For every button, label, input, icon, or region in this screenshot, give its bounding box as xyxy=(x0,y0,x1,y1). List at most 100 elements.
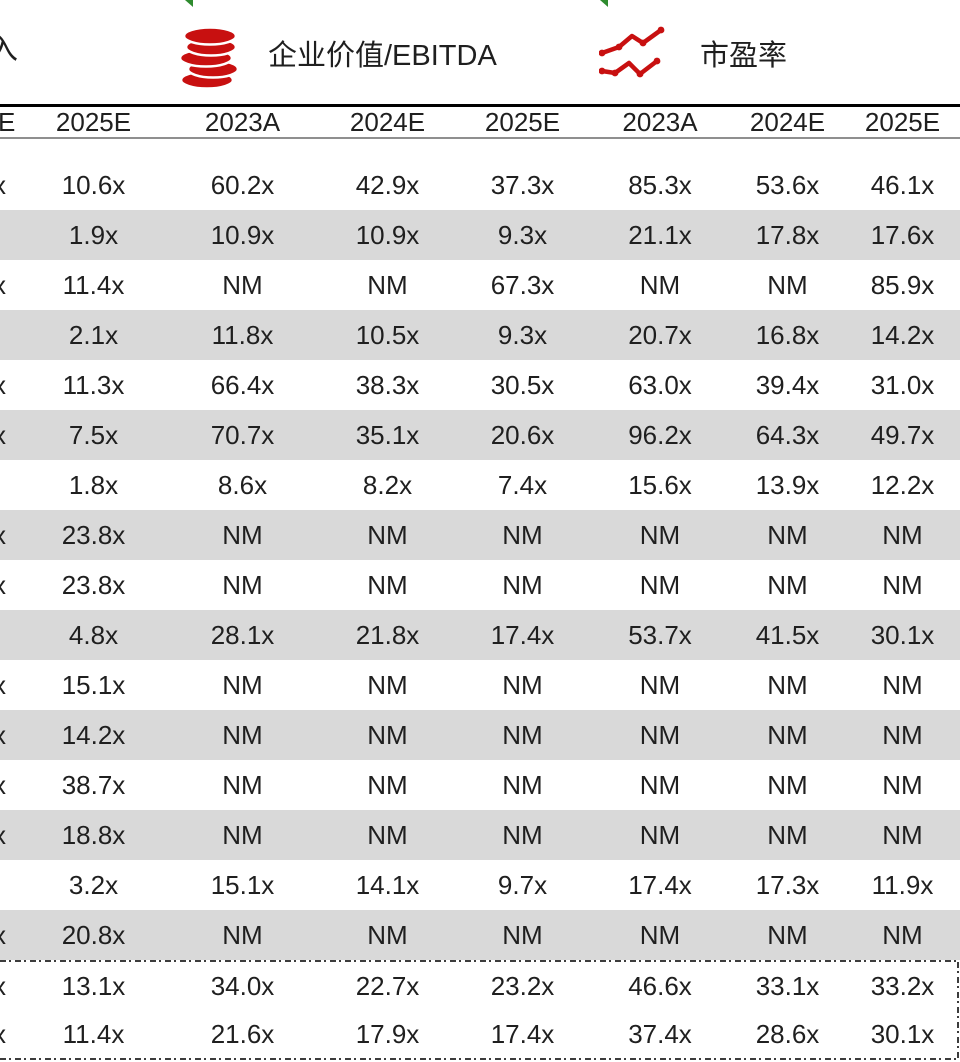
dashed-divider-bottom xyxy=(0,1058,960,1060)
value-cell: 63.0x xyxy=(628,370,692,400)
value-cell: 33.1x xyxy=(755,971,820,1001)
value-cell: NM xyxy=(367,670,408,700)
dashed-right-border xyxy=(957,962,959,1058)
value-cell: 8.2x xyxy=(362,470,413,500)
value-cell: 11.3x xyxy=(62,370,125,400)
pe-section-label: 市盈率 xyxy=(700,40,788,72)
summary-rows: x 13.1x 34.0x 22.7x 23.2x 46.6x 33.1x 33.2x x 11.… xyxy=(0,962,960,1058)
clipped-edge-cell: x xyxy=(0,410,22,460)
value-cell: NM xyxy=(767,270,808,300)
value-cell: 17.4x xyxy=(628,870,692,900)
value-cell: 4.8x xyxy=(68,620,119,650)
value-cell: NM xyxy=(222,520,263,550)
value-cell: NM xyxy=(222,770,263,800)
year-column-header: 2023A xyxy=(204,107,281,137)
year-column-header: 2025E xyxy=(864,107,941,137)
value-cell: 64.3x xyxy=(755,420,820,450)
value-cell: 60.2x xyxy=(210,170,275,200)
value-cell: 17.8x xyxy=(755,220,820,250)
table-row: 1.8x 8.6x 8.2x 7.4x 15.6x 13.9x 12.2x xyxy=(0,460,960,510)
clipped-edge-cell xyxy=(0,310,22,360)
value-cell: NM xyxy=(882,570,923,600)
value-cell: NM xyxy=(639,570,681,600)
table-row: x 18.8x NM NM NM NM NM NM xyxy=(0,810,960,860)
value-cell: 21.8x xyxy=(355,620,420,650)
clipped-edge-cell: x xyxy=(0,810,22,860)
value-cell: 53.7x xyxy=(628,620,692,650)
value-cell: 17.3x xyxy=(755,870,820,900)
value-cell: 33.2x xyxy=(870,971,935,1001)
value-cell: 49.7x xyxy=(870,420,935,450)
value-cell: NM xyxy=(367,820,408,850)
value-cell: NM xyxy=(367,720,408,750)
value-cell: 7.4x xyxy=(497,470,548,500)
value-cell: 85.3x xyxy=(628,170,692,200)
value-cell: 9.3x xyxy=(497,320,548,350)
table-row: x 15.1x NM NM NM NM NM NM xyxy=(0,660,960,710)
clipped-edge-cell: E xyxy=(0,107,16,137)
table-row: x 13.1x 34.0x 22.7x 23.2x 46.6x 33.1x 33.2x xyxy=(0,962,960,1010)
value-cell: 53.6x xyxy=(755,170,820,200)
value-cell: 1.8x xyxy=(68,470,119,500)
ev-ebitda-section-label: 企业价值/EBITDA xyxy=(268,40,497,72)
value-cell: NM xyxy=(222,570,263,600)
clipped-edge-cell xyxy=(0,210,22,260)
year-column-header: 2025E xyxy=(484,107,561,137)
year-column-header: 2024E xyxy=(349,107,426,137)
clipped-edge-cell: x xyxy=(0,260,22,310)
value-cell: NM xyxy=(767,770,808,800)
value-cell: 37.3x xyxy=(490,170,555,200)
value-cell: 34.0x xyxy=(210,971,275,1001)
value-cell: 1.9x xyxy=(68,220,119,250)
value-cell: 9.7x xyxy=(497,870,548,900)
value-cell: 37.4x xyxy=(628,1019,692,1049)
section-header-band: 入 企业价值/EBITDA xyxy=(0,0,960,107)
value-cell: NM xyxy=(639,520,681,550)
value-cell: 21.1x xyxy=(628,220,692,250)
value-cell: NM xyxy=(367,920,408,950)
value-cell: 39.4x xyxy=(755,370,820,400)
value-cell: NM xyxy=(767,820,808,850)
value-cell: NM xyxy=(367,270,408,300)
table-row: x 7.5x 70.7x 35.1x 20.6x 96.2x 64.3x 49.7x xyxy=(0,410,960,460)
clipped-edge-cell: x xyxy=(0,160,22,210)
value-cell: 12.2x xyxy=(870,470,935,500)
year-column-header: 2025E xyxy=(55,107,132,137)
value-cell: 10.6x xyxy=(61,170,126,200)
year-column-header: 2024E xyxy=(749,107,826,137)
value-cell: NM xyxy=(882,670,923,700)
value-cell: 35.1x xyxy=(355,420,420,450)
value-cell: 17.9x xyxy=(355,1019,420,1049)
table-row: x 20.8x NM NM NM NM NM NM xyxy=(0,910,960,960)
value-cell: NM xyxy=(502,570,543,600)
value-cell: 10.9x xyxy=(355,220,420,250)
table-row: 1.9x 10.9x 10.9x 9.3x 21.1x 17.8x 17.6x xyxy=(0,210,960,260)
value-cell: NM xyxy=(767,920,808,950)
clipped-edge-cell: x xyxy=(0,660,22,710)
table-row: x 14.2x NM NM NM NM NM NM xyxy=(0,710,960,760)
value-cell: 11.4x xyxy=(62,270,125,300)
value-cell: NM xyxy=(502,520,543,550)
value-cell: 3.2x xyxy=(68,870,119,900)
clipped-edge-cell xyxy=(0,610,22,660)
green-corner-icon xyxy=(600,0,608,7)
value-cell: NM xyxy=(882,720,923,750)
value-cell: 23.8x xyxy=(61,570,126,600)
year-column-header: 2023A xyxy=(622,107,698,137)
value-cell: 70.7x xyxy=(210,420,275,450)
value-cell: NM xyxy=(502,820,543,850)
table-row: x 38.7x NM NM NM NM NM NM xyxy=(0,760,960,810)
value-cell: 23.8x xyxy=(61,520,126,550)
value-cell: 14.1x xyxy=(355,870,420,900)
clipped-edge-cell: x xyxy=(0,710,22,760)
value-cell: NM xyxy=(639,920,681,950)
summary-block: x 13.1x 34.0x 22.7x 23.2x 46.6x 33.1x 33.2x x 11.… xyxy=(0,960,960,1060)
table-row: 3.2x 15.1x 14.1x 9.7x 17.4x 17.3x 11.9x xyxy=(0,860,960,910)
value-cell: NM xyxy=(502,670,543,700)
clipped-edge-cell: x xyxy=(0,910,22,960)
clipped-edge-cell xyxy=(0,860,22,910)
coins-icon xyxy=(177,25,240,96)
value-cell: 15.1x xyxy=(210,870,275,900)
value-cell: NM xyxy=(767,720,808,750)
